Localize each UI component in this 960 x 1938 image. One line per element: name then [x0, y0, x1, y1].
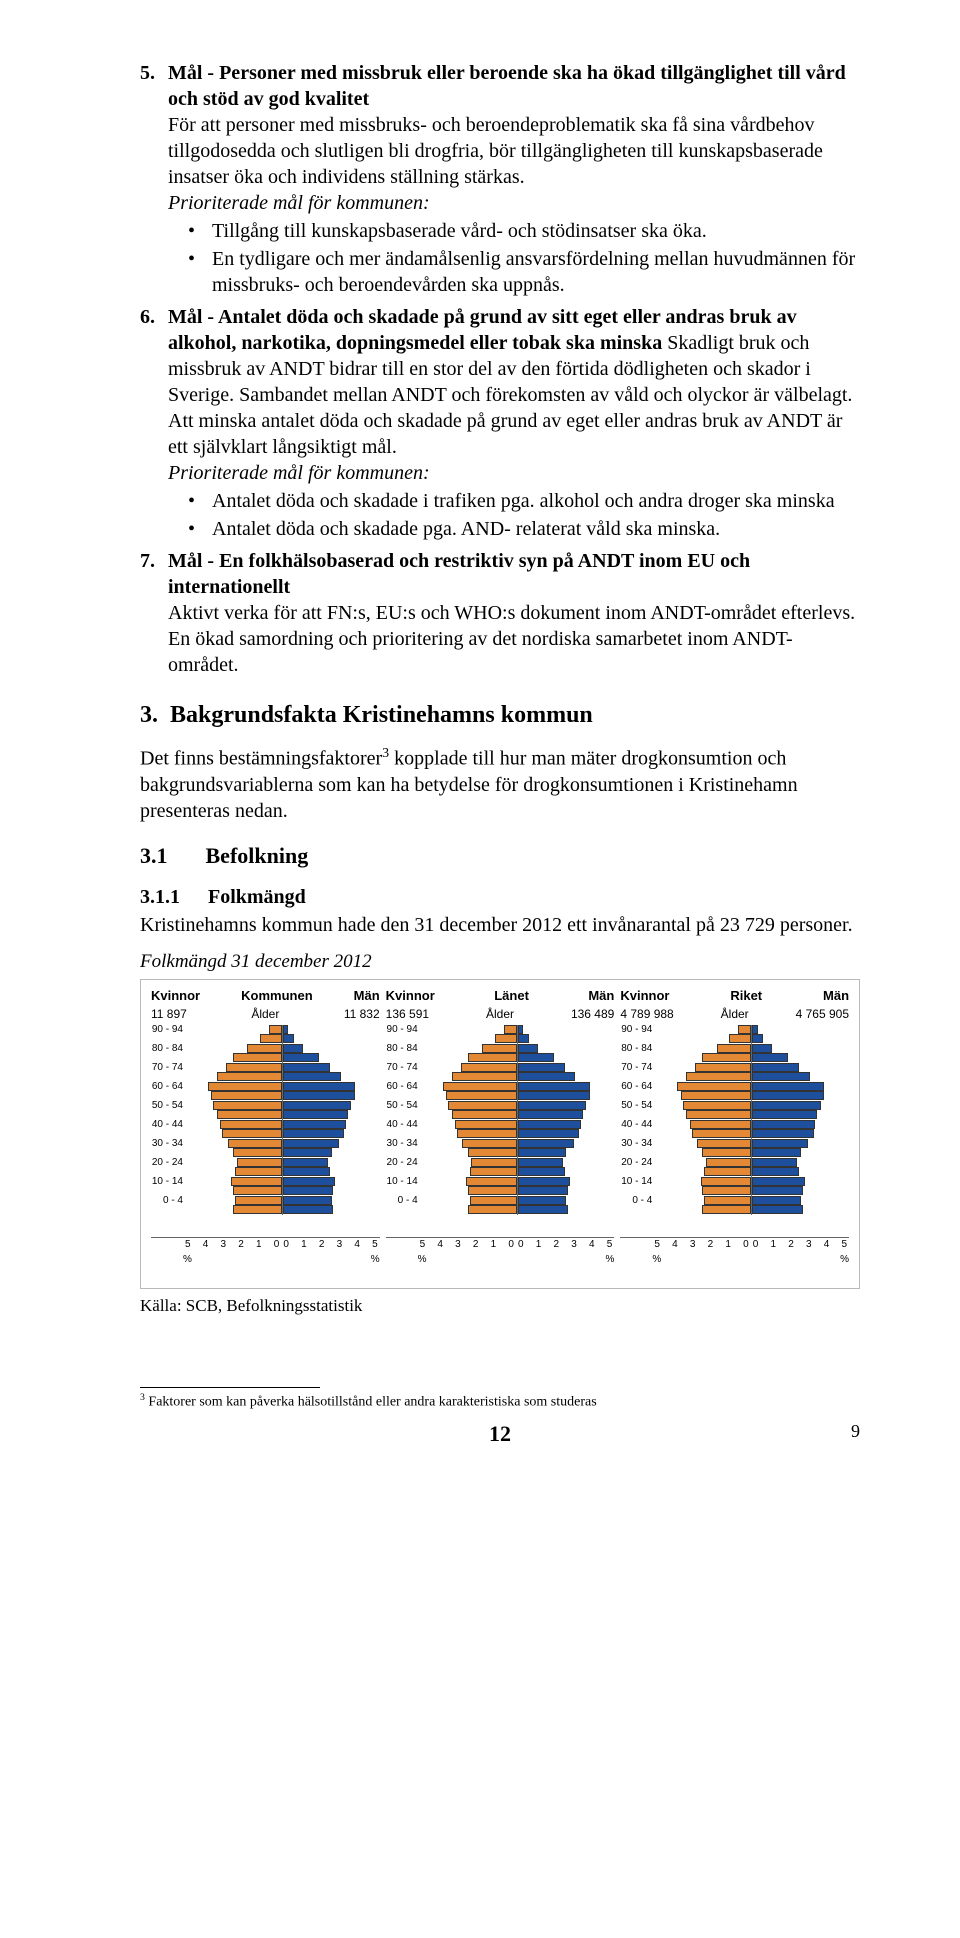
section-3-1-1-body: Kristinehamns kommun hade den 31 decembe… — [140, 912, 860, 938]
pyramid-panel: KvinnorRiketMän4 789 988Ålder4 765 90590… — [620, 988, 849, 1265]
item-6-num: 6. — [140, 304, 168, 548]
item-5-title: Mål - Personer med missbruk eller beroen… — [168, 62, 846, 110]
pyramid-men-val: 4 765 905 — [773, 1007, 849, 1023]
section-3-text: Bakgrundsfakta Kristinehamns kommun — [170, 702, 593, 728]
page-footer: 12 9 — [140, 1420, 860, 1449]
item-5-body: För att personer med missbruks- och bero… — [168, 114, 823, 188]
item-5-bullet-0: Tillgång till kunskapsbaserade vård- och… — [188, 218, 860, 244]
page: 5. Mål - Personer med missbruk eller ber… — [0, 0, 960, 1488]
population-pyramid-chart: KvinnorKommunenMän11 897Ålder11 83290 - … — [140, 979, 860, 1288]
pyramid-age-header: Ålder — [697, 1007, 773, 1023]
pyramid-men-label: Män — [823, 988, 849, 1005]
pyramid-age-header: Ålder — [462, 1007, 538, 1023]
section-3-1-text: Befolkning — [206, 842, 309, 871]
pyramid-kv-label: Kvinnor — [620, 988, 669, 1005]
pyramid-kv-val: 4 789 988 — [620, 1007, 696, 1023]
footnote-3: 3 Faktorer som kan påverka hälsotillstån… — [140, 1392, 860, 1412]
item-6-bullet-1: Antalet döda och skadade pga. AND- relat… — [188, 516, 860, 542]
pyramid-title: Kommunen — [200, 988, 354, 1005]
pyramid-men-label: Män — [354, 988, 380, 1005]
item-6-bullets: Antalet döda och skadade i trafiken pga.… — [168, 488, 860, 542]
pyramid-age-header: Ålder — [227, 1007, 303, 1023]
item-7-body: Aktivt verka för att FN:s, EU:s och WHO:… — [168, 602, 855, 676]
pyramid-title: Riket — [669, 988, 823, 1005]
section-3-1-1-heading: 3.1.1 Folkmängd — [140, 884, 860, 910]
pyramid-panel: KvinnorLänetMän136 591Ålder136 48990 - 9… — [386, 988, 615, 1265]
pyramid-men-val: 136 489 — [538, 1007, 614, 1023]
pyramid-kv-label: Kvinnor — [151, 988, 200, 1005]
numbered-list: 5. Mål - Personer med missbruk eller ber… — [140, 60, 860, 678]
item-7-title: Mål - En folkhälsobaserad och restriktiv… — [168, 550, 750, 598]
item-5: 5. Mål - Personer med missbruk eller ber… — [140, 60, 860, 304]
item-7: 7. Mål - En folkhälsobaserad och restrik… — [140, 548, 860, 678]
item-5-bullet-1: En tydligare och mer ändamålsenlig ansva… — [188, 246, 860, 298]
page-number-center: 12 — [180, 1420, 820, 1449]
pyramid-title: Länet — [435, 988, 589, 1005]
item-6: 6. Mål - Antalet döda och skadade på gru… — [140, 304, 860, 548]
section-3-1-1-text: Folkmängd — [208, 884, 306, 910]
item-6-bullet-0: Antalet döda och skadade i trafiken pga.… — [188, 488, 860, 514]
chart-caption: Folkmängd 31 december 2012 — [140, 950, 860, 975]
pyramid-men-label: Män — [588, 988, 614, 1005]
item-6-prior: Prioriterade mål för kommunen: — [168, 462, 430, 484]
pyramid-kv-val: 11 897 — [151, 1007, 227, 1023]
item-5-prior: Prioriterade mål för kommunen: — [168, 192, 430, 214]
pyramid-kv-label: Kvinnor — [386, 988, 435, 1005]
pyramid-kv-val: 136 591 — [386, 1007, 462, 1023]
item-7-num: 7. — [140, 548, 168, 678]
pyramid-men-val: 11 832 — [303, 1007, 379, 1023]
item-5-num: 5. — [140, 60, 168, 304]
section-3-1-heading: 3.1 Befolkning — [140, 842, 860, 871]
section-3-num: 3. — [140, 702, 158, 728]
footnote-separator — [140, 1387, 320, 1388]
item-5-bullets: Tillgång till kunskapsbaserade vård- och… — [168, 218, 860, 298]
section-3-heading: 3. Bakgrundsfakta Kristinehamns kommun — [140, 700, 860, 731]
body-text: 5. Mål - Personer med missbruk eller ber… — [140, 60, 860, 1448]
section-3-1-num: 3.1 — [140, 842, 168, 871]
pyramid-panel: KvinnorKommunenMän11 897Ålder11 83290 - … — [151, 988, 380, 1265]
section-3-para: Det finns bestämningsfaktorer3 kopplade … — [140, 745, 860, 824]
section-3-1-1-num: 3.1.1 — [140, 884, 180, 910]
page-number-right: 9 — [820, 1420, 860, 1449]
chart-source: Källa: SCB, Befolkningsstatistik — [140, 1295, 860, 1317]
